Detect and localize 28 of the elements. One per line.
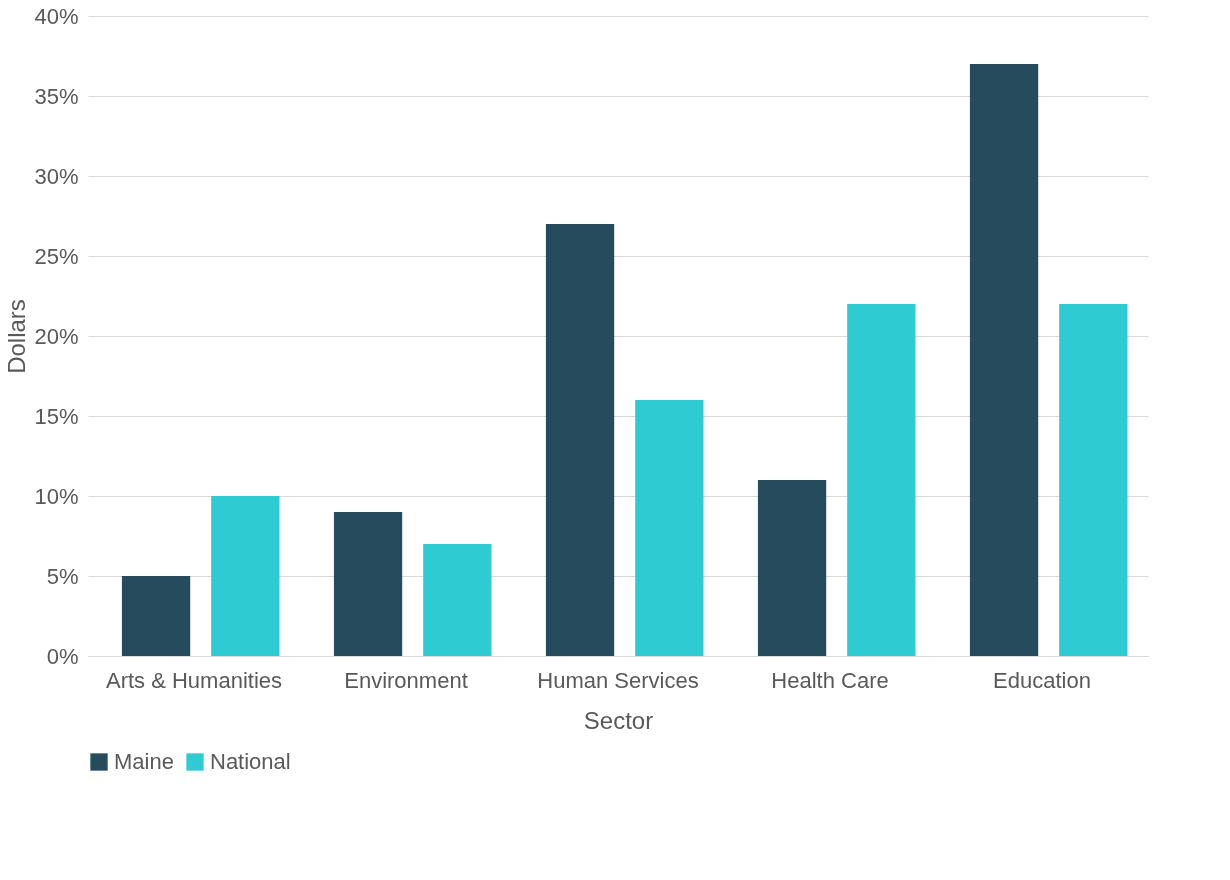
y-tick-label: 20% (34, 323, 79, 349)
x-tick-label: Environment (344, 667, 468, 693)
x-tick-label: Education (993, 667, 1091, 693)
x-axis-title: Sector (583, 706, 654, 734)
y-tick-label: 10% (34, 483, 79, 509)
x-tick-label: Human Services (537, 667, 699, 693)
y-tick-label: 30% (34, 163, 79, 189)
legend-label: Maine (114, 749, 174, 774)
bar (757, 480, 827, 656)
y-tick-label: 40% (34, 3, 79, 29)
bar (1059, 304, 1128, 656)
x-tick-label: Health Care (771, 667, 889, 693)
bar (545, 224, 615, 656)
y-axis-title: Dollars (3, 299, 31, 374)
y-tick-label: 5% (46, 563, 79, 589)
bar (635, 400, 704, 656)
y-tick-label: 0% (46, 643, 79, 669)
y-tick-label: 35% (34, 83, 79, 109)
bar (211, 496, 280, 656)
y-tick-label: 15% (34, 403, 79, 429)
bar (847, 304, 916, 656)
bar (333, 512, 403, 656)
bar (423, 544, 492, 656)
legend-label: National (210, 749, 291, 774)
y-tick-label: 25% (34, 243, 79, 269)
bar (121, 576, 191, 656)
x-tick-label: Arts & Humanities (105, 667, 283, 693)
bar (969, 64, 1039, 656)
